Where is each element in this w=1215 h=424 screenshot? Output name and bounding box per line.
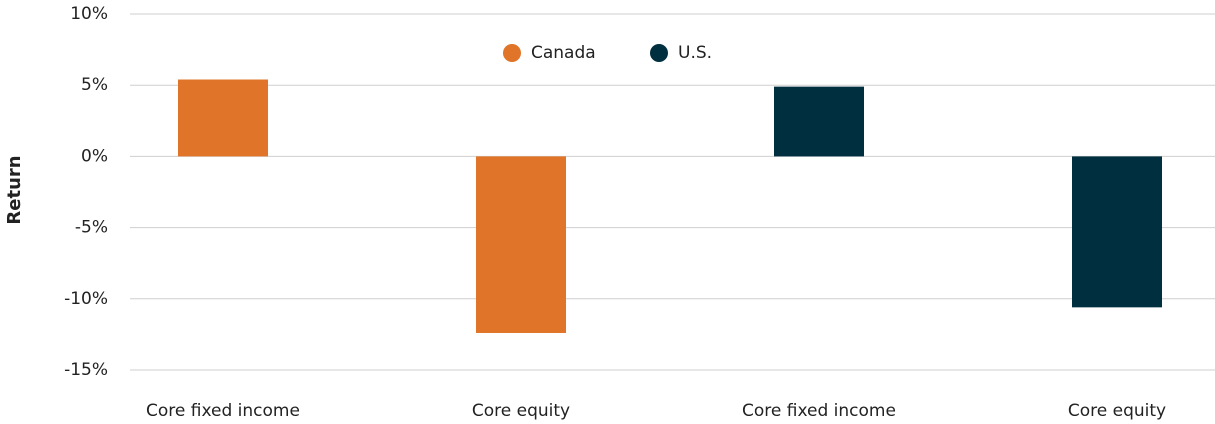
y-tick-label: 10% bbox=[70, 4, 108, 24]
y-tick-label: -5% bbox=[75, 218, 108, 238]
y-tick-label: 0% bbox=[81, 146, 108, 166]
x-tick-label: Core equity bbox=[472, 401, 570, 421]
x-tick-label: Core equity bbox=[1068, 401, 1166, 421]
bar bbox=[774, 86, 864, 157]
legend-label: Canada bbox=[531, 43, 596, 63]
legend-marker bbox=[650, 44, 668, 62]
legend-marker bbox=[503, 44, 521, 62]
x-tick-label: Core fixed income bbox=[146, 401, 300, 421]
bar bbox=[476, 156, 566, 333]
legend-label: U.S. bbox=[678, 43, 712, 63]
y-tick-label: -10% bbox=[64, 289, 108, 309]
y-axis-label: Return bbox=[4, 155, 25, 224]
y-tick-label: -15% bbox=[64, 360, 108, 380]
x-tick-label: Core fixed income bbox=[742, 401, 896, 421]
bar bbox=[178, 79, 268, 157]
bar bbox=[1072, 156, 1162, 308]
y-tick-label: 5% bbox=[81, 75, 108, 95]
